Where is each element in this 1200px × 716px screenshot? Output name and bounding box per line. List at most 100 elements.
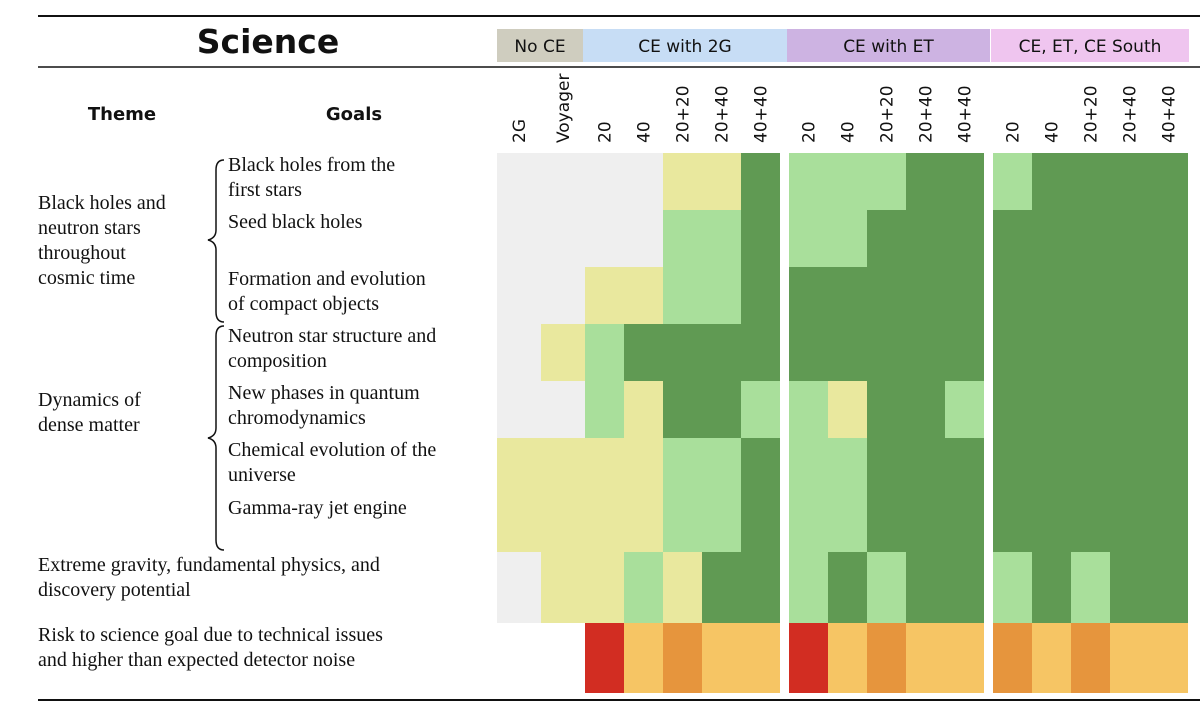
risk-cell — [702, 623, 741, 693]
risk-cell — [945, 623, 984, 693]
risk-cell — [624, 623, 663, 693]
heatmap-cell — [585, 210, 624, 267]
figure-title: Science — [197, 22, 339, 61]
group-header-bg-2 — [787, 29, 990, 62]
column-header-label: 20 — [596, 121, 616, 143]
heatmap-cell — [1032, 552, 1071, 623]
heatmap-cell — [828, 324, 867, 381]
heatmap-cell — [741, 210, 780, 267]
brace-dense-matter — [207, 325, 225, 551]
heatmap-cell — [993, 438, 1032, 495]
heatmap-cell — [585, 324, 624, 381]
heatmap-cell — [867, 438, 906, 495]
heatmap-cell — [585, 552, 624, 623]
column-header-label: 20+40 — [713, 85, 733, 143]
heatmap-cell — [945, 153, 984, 210]
heatmap-cell — [1110, 210, 1149, 267]
heatmap-cell — [702, 438, 741, 495]
heatmap-cell — [1071, 210, 1110, 267]
goals-header: Goals — [326, 104, 382, 125]
heatmap-cell — [1071, 324, 1110, 381]
goal-text: first stars — [228, 179, 302, 201]
heatmap-cell — [1032, 438, 1071, 495]
heatmap-cell — [789, 438, 828, 495]
heatmap-cell — [497, 324, 541, 381]
risk-cell — [663, 623, 702, 693]
heatmap-cell — [906, 267, 945, 324]
heatmap-cell — [993, 210, 1032, 267]
column-header-label: 20+20 — [878, 85, 898, 143]
column-header-label: 20 — [800, 121, 820, 143]
heatmap-cell — [1071, 267, 1110, 324]
heatmap-cell — [906, 438, 945, 495]
heatmap-cell — [906, 381, 945, 438]
heatmap-cell — [624, 267, 663, 324]
heatmap-cell — [828, 495, 867, 552]
heatmap-cell — [1032, 267, 1071, 324]
heatmap-cell — [1149, 495, 1188, 552]
brace-black-holes — [207, 159, 225, 323]
heatmap-cell — [624, 438, 663, 495]
column-header-label: 40 — [839, 121, 859, 143]
heatmap-cell — [945, 381, 984, 438]
heatmap-cell — [541, 495, 585, 552]
heatmap-cell — [828, 438, 867, 495]
goal-text: New phases in quantum — [228, 382, 420, 404]
heatmap-cell — [1071, 381, 1110, 438]
goal-text: Neutron star structure and — [228, 325, 436, 347]
column-header-label: 20 — [1004, 121, 1024, 143]
goal-text: Chemical evolution of the — [228, 439, 436, 461]
heatmap-cell — [663, 552, 702, 623]
group-header-label: CE, ET, CE South — [1019, 37, 1162, 57]
heatmap-cell — [624, 552, 663, 623]
heatmap-cell — [741, 153, 780, 210]
heatmap-cell — [1110, 324, 1149, 381]
heatmap-cell — [1071, 552, 1110, 623]
heatmap-cell — [1032, 324, 1071, 381]
heatmap-cell — [1032, 495, 1071, 552]
theme-text: cosmic time — [38, 267, 135, 289]
heatmap-cell — [702, 552, 741, 623]
heatmap-cell — [663, 381, 702, 438]
risk-cell — [867, 623, 906, 693]
heatmap-cell — [828, 267, 867, 324]
heatmap-cell — [663, 438, 702, 495]
goal-text: of compact objects — [228, 293, 379, 315]
heatmap-cell — [624, 210, 663, 267]
heatmap-cell — [906, 153, 945, 210]
heatmap-cell — [541, 267, 585, 324]
heatmap-cell — [993, 381, 1032, 438]
heatmap-cell — [702, 153, 741, 210]
risk-cell — [906, 623, 945, 693]
goal-text: chromodynamics — [228, 407, 366, 429]
heatmap-cell — [906, 324, 945, 381]
heatmap-cell — [906, 552, 945, 623]
heatmap-cell — [497, 552, 541, 623]
heatmap-cell — [945, 210, 984, 267]
heatmap-cell — [741, 495, 780, 552]
theme-text: discovery potential — [38, 579, 191, 601]
heatmap-cell — [741, 552, 780, 623]
heatmap-cell — [1110, 267, 1149, 324]
heatmap-cell — [1110, 438, 1149, 495]
goal-text: Formation and evolution — [228, 268, 426, 290]
heatmap-cell — [541, 153, 585, 210]
heatmap-cell — [1149, 381, 1188, 438]
heatmap-cell — [789, 552, 828, 623]
goal-text: Seed black holes — [228, 211, 363, 233]
theme-text: and higher than expected detector noise — [38, 649, 355, 671]
column-header-label: Voyager — [554, 74, 574, 143]
heatmap-cell — [497, 153, 541, 210]
heatmap-cell — [789, 324, 828, 381]
heatmap-cell — [789, 495, 828, 552]
heatmap-cell — [1149, 438, 1188, 495]
heatmap-cell — [828, 153, 867, 210]
heatmap-cell — [585, 495, 624, 552]
risk-cell — [828, 623, 867, 693]
risk-cell — [741, 623, 780, 693]
heatmap-cell — [741, 324, 780, 381]
heatmap-cell — [741, 381, 780, 438]
heatmap-cell — [789, 267, 828, 324]
heatmap-cell — [702, 381, 741, 438]
